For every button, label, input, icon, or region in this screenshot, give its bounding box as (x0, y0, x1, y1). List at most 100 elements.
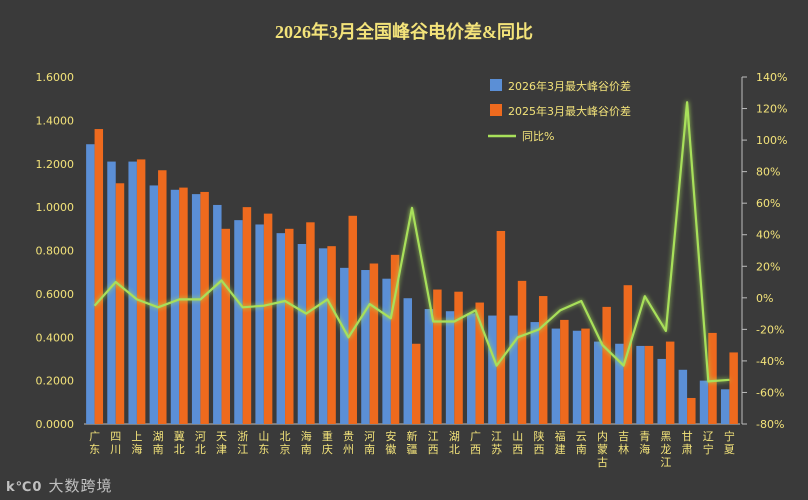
left-axis: 0.0000 0.2000 0.4000 0.6000 0.8000 1.0000 1.20… (36, 71, 740, 431)
bar-2025 (602, 306, 611, 424)
bar-2026 (340, 267, 349, 424)
bar-2026 (657, 358, 666, 424)
bar-2025 (475, 302, 484, 424)
x-tick-label: 河南 (364, 430, 375, 456)
bar-2025 (94, 129, 104, 425)
watermark: k℃0 大数跨境 (6, 475, 112, 496)
x-tick-label: 陕西 (533, 429, 544, 456)
bar-2026 (403, 298, 412, 424)
x-tick-label: 重庆 (322, 429, 333, 456)
bar-2026 (191, 194, 201, 424)
x-tick-label: 海南 (301, 429, 312, 456)
x-tick-label: 青海 (639, 430, 650, 456)
right-tick-label: 140% (756, 71, 787, 84)
right-tick-label: 20% (756, 260, 780, 273)
legend: 2026年3月最大峰谷价差 2025年3月最大峰谷价差 同比% (488, 79, 631, 143)
legend-label-2025: 2025年3月最大峰谷价差 (508, 104, 631, 118)
bar-2025 (538, 296, 548, 424)
bar-2026 (276, 233, 286, 424)
right-tick-label: -80% (756, 418, 784, 431)
bar-2026 (107, 161, 116, 425)
bar-2026 (128, 161, 137, 425)
bar-2025 (158, 170, 167, 424)
x-tick-label: 上海 (131, 430, 142, 456)
bar-2026 (297, 243, 307, 424)
x-tick-label: 黑龙江 (660, 430, 671, 469)
bar-2026 (572, 330, 582, 424)
right-axis: -80% -60% -40% -20% 0% 20% 40% 60% 80% 100% 120% 14… (741, 71, 787, 431)
right-tick-label: 60% (756, 197, 780, 210)
x-tick-label: 广西 (470, 430, 481, 456)
legend-swatch-2025 (490, 104, 502, 116)
x-tick-label: 天津 (216, 430, 227, 456)
right-tick-label: 80% (756, 166, 780, 179)
bar-2026 (615, 343, 624, 424)
left-tick-label: 1.0000 (36, 201, 75, 214)
x-tick-label: 安徽 (385, 429, 396, 456)
bar-2026 (699, 380, 709, 424)
bar-group (86, 129, 738, 425)
left-tick-label: 1.6000 (36, 71, 75, 84)
left-tick-label: 0.4000 (36, 331, 75, 344)
right-tick-label: -60% (756, 386, 784, 399)
watermark-logo: k℃0 (6, 480, 43, 495)
x-tick-label: 山西 (512, 430, 523, 456)
x-tick-label: 福建 (555, 429, 566, 456)
bar-2025 (327, 246, 336, 424)
x-tick-label: 内蒙古 (597, 429, 608, 469)
bar-2025 (242, 207, 252, 424)
line-group (93, 101, 730, 383)
bar-2026 (382, 278, 391, 424)
bar-2026 (678, 369, 688, 424)
bar-2026 (86, 144, 95, 424)
bar-2025 (687, 397, 696, 424)
bar-2026 (234, 220, 243, 424)
bar-2025 (200, 191, 209, 424)
bar-2025 (708, 332, 717, 424)
legend-label-2026: 2026年3月最大峰谷价差 (508, 79, 631, 93)
legend-label-yoy: 同比% (522, 130, 554, 143)
bar-2026 (593, 341, 603, 424)
left-tick-label: 0.0000 (36, 418, 75, 431)
watermark-text: 大数跨境 (48, 477, 113, 495)
bar-2026 (509, 315, 518, 424)
bar-2025 (285, 228, 294, 424)
chart-title: 2026年3月全国峰谷电价差&同比 (275, 21, 533, 42)
bar-2025 (433, 289, 442, 424)
x-tick-label: 山东 (258, 430, 269, 456)
bar-2026 (213, 204, 222, 424)
bar-2025 (496, 230, 506, 424)
left-tick-label: 0.8000 (36, 245, 75, 258)
right-tick-label: 120% (756, 103, 787, 116)
bar-2026 (318, 248, 328, 424)
x-tick-label: 冀北 (174, 429, 185, 456)
x-tick-label: 浙江 (237, 430, 248, 456)
bar-2025 (454, 291, 463, 424)
x-tick-label: 江西 (428, 430, 439, 456)
bar-2025 (581, 328, 590, 424)
x-tick-label: 四川 (110, 430, 121, 456)
bar-2025 (115, 183, 125, 424)
bar-2026 (361, 270, 370, 424)
x-tick-labels: 广东四川上海湖南冀北河北天津浙江山东北京海南重庆贵州河南安徽新疆江西湖北广西江苏… (89, 429, 735, 469)
legend-swatch-2026 (490, 79, 502, 91)
bar-2025 (390, 254, 400, 424)
left-tick-label: 1.4000 (36, 114, 75, 127)
x-tick-label: 新疆 (407, 429, 418, 456)
bar-2025 (348, 215, 357, 424)
bar-2026 (488, 315, 497, 424)
x-tick-label: 宁夏 (724, 429, 735, 456)
right-tick-label: -40% (756, 355, 784, 368)
bar-2025 (136, 159, 146, 424)
bar-2026 (551, 328, 561, 424)
bar-2026 (530, 322, 539, 424)
bar-2025 (729, 352, 738, 424)
bar-2025 (369, 263, 379, 424)
x-tick-label: 湖南 (153, 430, 164, 456)
right-tick-label: -20% (756, 323, 784, 336)
right-tick-label: 100% (756, 134, 787, 147)
x-tick-label: 辽宁 (703, 430, 714, 456)
right-tick-label: 0% (756, 292, 773, 305)
left-tick-label: 0.6000 (36, 288, 75, 301)
